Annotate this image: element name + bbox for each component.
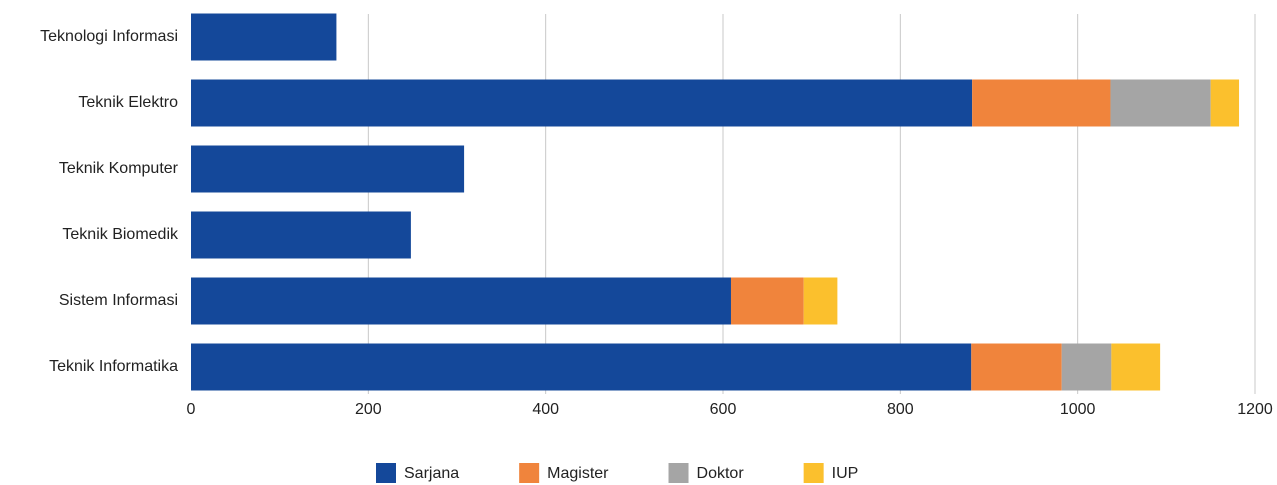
bar-segment: [972, 79, 1111, 127]
y-tick-label: Teknik Biomedik: [62, 226, 179, 243]
x-tick-label: 1200: [1237, 401, 1273, 418]
bar-segment: [191, 13, 337, 61]
y-tick-label: Sistem Informasi: [59, 292, 178, 309]
y-tick-label: Teknik Elektro: [78, 94, 178, 111]
legend-swatch: [519, 463, 540, 483]
bar-segment: [1061, 343, 1112, 391]
legend-label: Sarjana: [404, 465, 459, 482]
legend-label: Doktor: [697, 465, 745, 482]
y-tick-label: Teknik Informatika: [49, 358, 178, 375]
bar-segment: [803, 277, 838, 325]
bar-segment: [191, 277, 731, 325]
x-tick-label: 1000: [1060, 401, 1096, 418]
x-tick-label: 800: [887, 401, 914, 418]
bar-segment: [1210, 79, 1240, 127]
bar-segment: [191, 343, 972, 391]
x-tick-label: 200: [355, 401, 382, 418]
legend-swatch: [376, 463, 396, 483]
legend-swatch: [803, 463, 824, 483]
bar-segment: [1111, 343, 1161, 391]
x-tick-label: 400: [532, 401, 559, 418]
bar-segment: [1110, 79, 1211, 127]
legend-swatch: [668, 463, 689, 483]
bar-segment: [191, 211, 411, 259]
legend-label: IUP: [832, 465, 859, 482]
y-tick-label: Teknologi Informasi: [40, 28, 178, 45]
bar-segment: [730, 277, 804, 325]
bar-segment: [191, 79, 973, 127]
bar-segment: [971, 343, 1062, 391]
legend-label: Magister: [547, 465, 609, 482]
bar-segment: [191, 145, 465, 193]
x-tick-label: 0: [187, 401, 196, 418]
x-tick-label: 600: [710, 401, 737, 418]
y-tick-label: Teknik Komputer: [59, 160, 179, 177]
